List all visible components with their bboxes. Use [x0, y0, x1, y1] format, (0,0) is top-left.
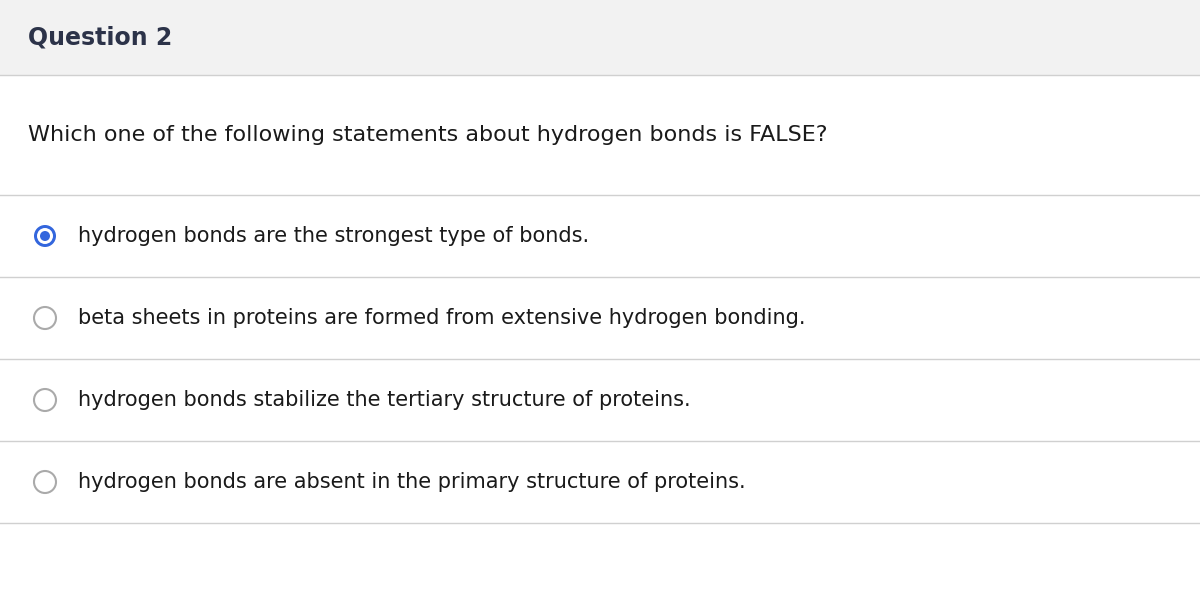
Circle shape	[34, 225, 56, 247]
Circle shape	[37, 228, 53, 244]
Text: Question 2: Question 2	[28, 26, 173, 49]
Text: hydrogen bonds are the strongest type of bonds.: hydrogen bonds are the strongest type of…	[78, 226, 589, 246]
Text: hydrogen bonds are absent in the primary structure of proteins.: hydrogen bonds are absent in the primary…	[78, 472, 745, 492]
Circle shape	[34, 471, 56, 493]
Circle shape	[34, 307, 56, 329]
Text: hydrogen bonds stabilize the tertiary structure of proteins.: hydrogen bonds stabilize the tertiary st…	[78, 390, 691, 410]
Text: beta sheets in proteins are formed from extensive hydrogen bonding.: beta sheets in proteins are formed from …	[78, 308, 805, 328]
Circle shape	[34, 389, 56, 411]
Text: Which one of the following statements about hydrogen bonds is FALSE?: Which one of the following statements ab…	[28, 125, 828, 145]
FancyBboxPatch shape	[0, 0, 1200, 75]
Circle shape	[40, 231, 50, 241]
